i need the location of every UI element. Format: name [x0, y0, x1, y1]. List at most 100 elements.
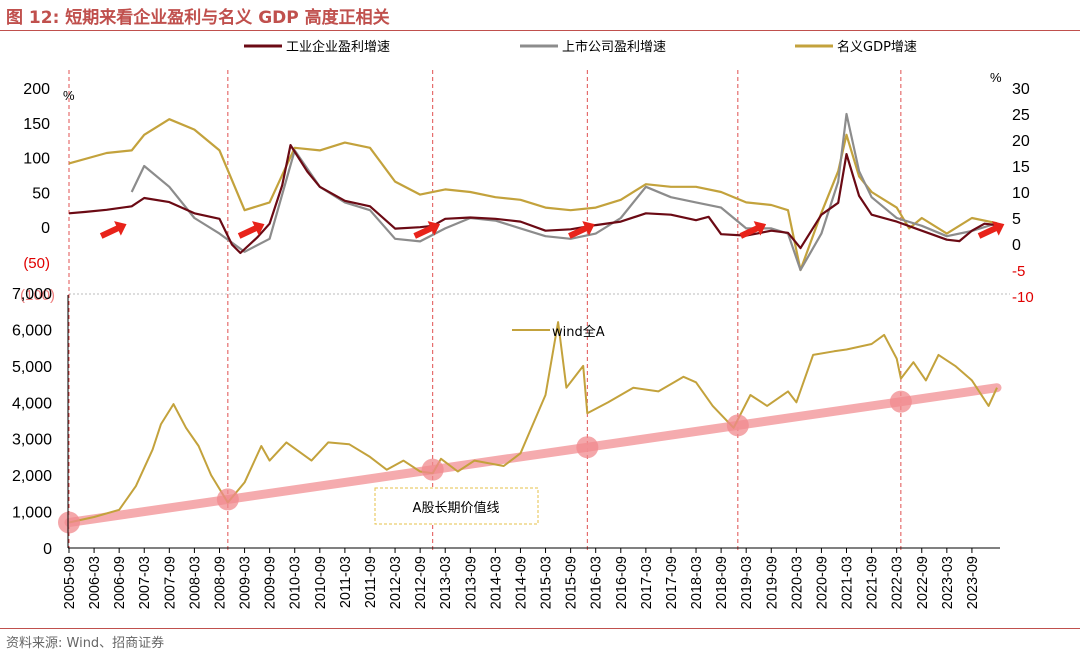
top-right-tick-label: 10	[1012, 185, 1030, 202]
title-rule	[0, 30, 1080, 31]
x-tick-label: 2006-03	[87, 556, 103, 609]
top-right-tick-label: 15	[1012, 159, 1030, 176]
marker-layer: A股长期价值线	[58, 221, 1005, 534]
value-line-annotation: A股长期价值线	[413, 500, 500, 516]
x-tick-label: 2011-03	[338, 556, 354, 608]
top-right-tick-label: -5	[1012, 263, 1025, 280]
legend-nominal-gdp-label: 名义GDP增速	[837, 39, 917, 55]
trend-arrow-1	[237, 221, 265, 239]
trend-arrow-2	[413, 221, 441, 239]
x-tick-label: 2015-03	[539, 556, 555, 609]
x-tick-label: 2023-03	[940, 556, 956, 609]
x-tick-label: 2010-09	[313, 556, 329, 609]
x-tick-label: 2008-03	[187, 556, 203, 609]
x-tick-label: 2022-03	[890, 556, 906, 609]
trend-point-5	[889, 390, 912, 413]
x-tick-label: 2012-09	[413, 556, 429, 609]
series-listed-profit	[130, 112, 998, 272]
x-tick-label: 2016-09	[614, 556, 630, 609]
x-tick-label: 2017-03	[639, 556, 655, 609]
x-tick-label: 2014-09	[513, 556, 529, 609]
x-tick-label: 2012-03	[388, 556, 404, 609]
arrow-shape	[99, 221, 127, 239]
trend-arrow-5	[977, 221, 1005, 239]
series-nominal-gdp	[68, 118, 998, 272]
right-unit-label: %	[990, 70, 1002, 85]
top-left-tick-label: 100	[23, 151, 50, 168]
x-tick-label: 2009-03	[238, 556, 254, 609]
left-unit-label: %	[63, 88, 75, 103]
trend-point-1	[216, 488, 239, 511]
top-right-tick-label: 5	[1012, 211, 1021, 228]
top-left-tick-label: (50)	[23, 255, 50, 272]
x-tick-label: 2021-03	[840, 556, 856, 609]
figure-title: 图 12: 短期来看企业盈利与名义 GDP 高度正相关	[6, 8, 390, 28]
top-right-tick-label: 30	[1012, 81, 1030, 98]
axis-layer: 200150100500(50)302520151050-5-10%%(100)…	[12, 70, 1034, 609]
arrow-shape	[568, 221, 595, 239]
trend-point-3	[576, 436, 599, 459]
x-tick-label: 2005-09	[62, 556, 78, 609]
series-layer	[68, 112, 998, 524]
bottom-y-tick-label: 7,000	[12, 286, 52, 303]
arrow-shape	[977, 221, 1005, 239]
x-tick-label: 2006-09	[112, 556, 128, 609]
x-tick-label: 2022-09	[915, 556, 931, 609]
legend-layer: 工业企业盈利增速 上市公司盈利增速 名义GDP增速 wind全A	[244, 39, 917, 340]
top-right-tick-label: 25	[1012, 107, 1030, 124]
series-industrial-profit	[68, 144, 998, 255]
x-tick-label: 2020-09	[814, 556, 830, 609]
legend-industrial-profit-label: 工业企业盈利增速	[286, 39, 390, 55]
x-tick-label: 2007-03	[137, 556, 153, 609]
x-tick-label: 2013-03	[438, 556, 454, 609]
top-left-tick-label: 50	[32, 185, 50, 202]
bottom-y-tick-label: 1,000	[12, 505, 52, 522]
x-tick-label: 2023-09	[965, 556, 981, 609]
trend-point-2	[421, 458, 444, 481]
hidden-tick-label: (100)	[20, 287, 55, 304]
x-tick-label: 2015-09	[564, 556, 580, 609]
arrow-shape	[237, 221, 265, 239]
trend-arrow-3	[568, 221, 595, 239]
x-tick-label: 2017-09	[664, 556, 680, 609]
trend-point-0	[58, 511, 80, 534]
arrow-shape	[413, 221, 441, 239]
x-tick-label: 2020-03	[789, 556, 805, 609]
trend-point-4	[726, 414, 749, 437]
bottom-y-tick-label: 3,000	[12, 432, 52, 449]
arrow-shape	[739, 221, 767, 239]
vertical-marker-lines	[68, 70, 902, 550]
bottom-y-tick-label: 4,000	[12, 395, 52, 412]
bottom-rule	[0, 628, 1080, 629]
top-left-tick-label: 200	[23, 81, 50, 98]
top-right-tick-label: 0	[1012, 237, 1021, 254]
bottom-y-tick-label: 6,000	[12, 322, 52, 339]
x-tick-label: 2014-03	[488, 556, 504, 609]
chart-canvas: A股长期价值线 200150100500(50)302520151050-5-1…	[12, 39, 1034, 609]
top-right-tick-label: 20	[1012, 133, 1030, 150]
trend-arrow-0	[99, 221, 127, 239]
x-tick-label: 2018-03	[689, 556, 705, 609]
x-tick-label: 2019-09	[764, 556, 780, 609]
bottom-y-tick-label: 0	[43, 541, 52, 558]
x-tick-label: 2018-09	[714, 556, 730, 609]
legend-wind-label: wind全A	[552, 324, 605, 340]
bottom-y-tick-label: 5,000	[12, 359, 52, 376]
x-tick-label: 2009-09	[263, 556, 279, 609]
x-tick-label: 2008-09	[212, 556, 228, 609]
x-tick-label: 2007-09	[162, 556, 178, 609]
value-line-annotation-box	[374, 487, 539, 525]
source-note: 资料来源: Wind、招商证券	[6, 636, 165, 651]
top-left-tick-label: 0	[41, 220, 50, 237]
x-tick-label: 2019-03	[739, 556, 755, 609]
trend-arrow-4	[739, 221, 767, 239]
x-tick-label: 2011-09	[363, 556, 379, 608]
x-tick-label: 2013-09	[463, 556, 479, 609]
bottom-y-tick-label: 2,000	[12, 468, 52, 485]
legend-listed-profit-label: 上市公司盈利增速	[562, 39, 666, 55]
x-tick-label: 2016-03	[589, 556, 605, 609]
top-left-tick-label: 150	[23, 116, 50, 133]
x-tick-label: 2021-09	[865, 556, 881, 609]
top-right-tick-label: -10	[1012, 289, 1034, 306]
x-tick-label: 2010-03	[288, 556, 304, 609]
